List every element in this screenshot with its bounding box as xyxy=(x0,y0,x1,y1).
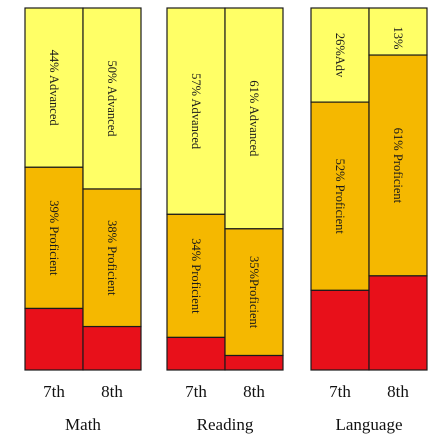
label-language-7th-proficient: 52% Proficient xyxy=(333,159,347,235)
grade-label-reading-7th: 7th xyxy=(185,382,207,401)
grade-label-math-8th: 8th xyxy=(101,382,123,401)
grade-label-language-8th: 8th xyxy=(387,382,409,401)
label-reading-7th-proficient: 34% Proficient xyxy=(189,238,203,314)
label-reading-8th-proficient: 35%Proficient xyxy=(247,256,261,329)
label-language-8th-proficient: 61% Proficient xyxy=(391,128,405,204)
label-reading-7th-advanced: 57% Advanced xyxy=(189,73,203,150)
label-math-8th-advanced: 50% Advanced xyxy=(105,60,119,137)
bar-language-8th-advanced xyxy=(368,7,428,56)
bar-language-8th-proficient xyxy=(368,54,428,277)
subject-label-language: Language xyxy=(335,415,402,434)
bar-language-7th-proficient xyxy=(310,101,370,291)
grade-label-math-7th: 7th xyxy=(43,382,65,401)
bar-language-8th-below xyxy=(368,275,428,371)
bar-math-8th-advanced xyxy=(82,7,142,190)
bar-language-7th-below xyxy=(310,289,370,371)
bar-math-7th-below xyxy=(24,307,84,371)
bar-reading-8th-below xyxy=(224,354,284,371)
bar-math-8th-below xyxy=(82,325,142,371)
grade-label-language-7th: 7th xyxy=(329,382,351,401)
bar-math-7th-advanced xyxy=(24,7,84,168)
label-language-8th-advanced: 13% xyxy=(391,27,405,50)
label-math-7th-advanced: 44% Advanced xyxy=(47,50,61,127)
bar-reading-7th-proficient xyxy=(166,213,226,339)
subject-label-math: Math xyxy=(65,415,101,434)
label-language-7th-advanced: 26%Adv xyxy=(333,33,347,78)
label-reading-8th-advanced: 61% Advanced xyxy=(247,80,261,157)
subject-label-reading: Reading xyxy=(197,415,254,434)
label-math-8th-proficient: 38% Proficient xyxy=(105,220,119,296)
bar-reading-7th-advanced xyxy=(166,7,226,215)
bar-reading-7th-below xyxy=(166,336,226,371)
grade-label-reading-8th: 8th xyxy=(243,382,265,401)
bar-math-7th-proficient xyxy=(24,166,84,310)
label-math-7th-proficient: 39% Proficient xyxy=(47,200,61,276)
bar-math-8th-proficient xyxy=(82,188,142,328)
bar-reading-8th-proficient xyxy=(224,228,284,357)
